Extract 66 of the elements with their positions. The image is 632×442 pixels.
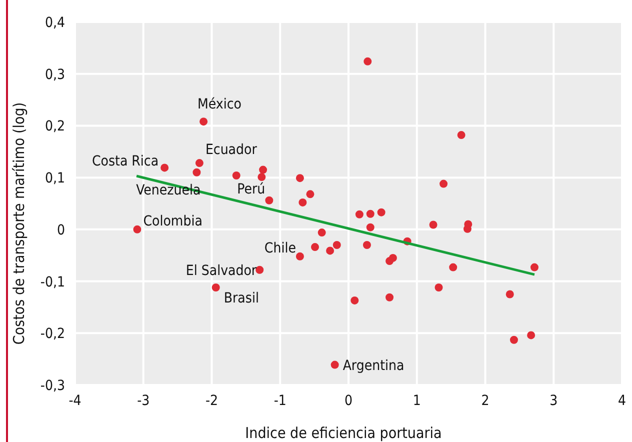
x-tick-label: 2 <box>481 393 490 409</box>
x-tick-label: 0 <box>344 393 353 409</box>
point <box>377 208 386 216</box>
point <box>506 290 514 298</box>
annotation: El Salvador <box>186 262 258 279</box>
x-tick-label: -2 <box>205 393 218 409</box>
annotation: Brasil <box>224 290 259 307</box>
x-axis-title: Indice de eficiencia portuaria <box>245 424 442 442</box>
y-tick-label: -0,2 <box>40 326 65 342</box>
point <box>366 223 374 232</box>
annotation: Chile <box>264 240 296 256</box>
point <box>527 331 536 340</box>
y-axis-title: Costos de transporte marítimo (log) <box>10 102 28 345</box>
y-tick-label: -0,3 <box>40 378 65 394</box>
x-tick-label: 3 <box>550 393 558 409</box>
annotation: Colombia <box>143 213 202 230</box>
point <box>362 240 371 249</box>
point <box>457 131 466 140</box>
point <box>200 118 208 126</box>
annotation: Venezuela <box>136 182 201 198</box>
point <box>212 284 220 292</box>
point <box>530 263 538 272</box>
point <box>296 174 304 182</box>
annotation: Costa Rica <box>92 154 159 170</box>
point <box>440 180 448 188</box>
point <box>350 296 359 304</box>
point <box>195 159 204 168</box>
point <box>296 252 304 260</box>
point <box>259 166 268 174</box>
annotation: Perú <box>237 181 266 198</box>
point <box>192 168 201 176</box>
point <box>429 220 438 229</box>
x-tick-label: -1 <box>274 393 286 409</box>
point <box>133 225 142 234</box>
y-tick-label: 0,3 <box>44 66 65 83</box>
point <box>265 196 274 204</box>
y-tick-label: -0,1 <box>40 274 65 290</box>
point <box>330 360 339 369</box>
y-tick-label: 0,2 <box>44 118 65 135</box>
point <box>386 293 394 302</box>
point <box>449 263 458 272</box>
point <box>326 246 334 255</box>
x-tick-label: 1 <box>412 393 421 409</box>
point <box>366 210 374 218</box>
point <box>434 284 443 292</box>
point <box>510 336 518 344</box>
y-tick-label: 0,1 <box>44 170 65 187</box>
point <box>355 210 364 218</box>
point <box>232 171 240 180</box>
annotation: Argentina <box>342 358 404 374</box>
point <box>160 164 169 172</box>
y-tick-label: 0,4 <box>44 15 65 31</box>
annotation: México <box>198 96 242 113</box>
y-tick-label: 0 <box>56 222 65 238</box>
point <box>318 228 326 237</box>
point <box>310 243 319 252</box>
x-tick-label: 4 <box>618 393 626 409</box>
point <box>332 240 341 249</box>
point <box>388 254 397 262</box>
annotation: Ecuador <box>205 142 258 158</box>
point <box>364 57 372 66</box>
x-tick-label: -4 <box>68 393 82 409</box>
point <box>306 190 314 198</box>
x-tick-label: -3 <box>137 393 150 409</box>
point <box>258 173 266 182</box>
point <box>298 198 307 206</box>
